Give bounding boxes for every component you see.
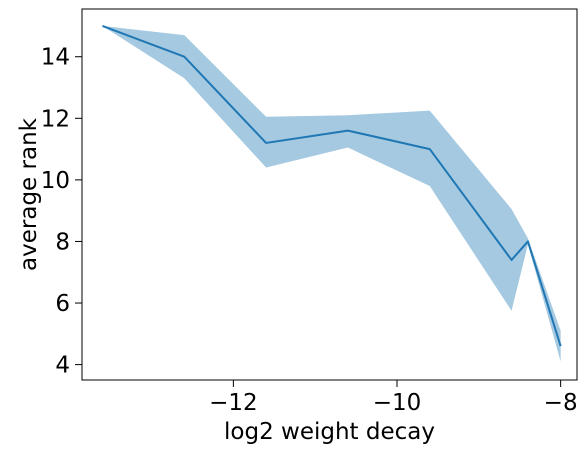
x-tick-label: −8 — [544, 390, 578, 416]
confidence-band — [102, 25, 561, 362]
y-axis-label: average rank — [16, 117, 42, 271]
axes-frame — [81, 8, 578, 381]
y-tick-label: 4 — [55, 353, 70, 379]
y-tick-label: 12 — [41, 106, 70, 132]
y-tick-label: 10 — [41, 168, 70, 194]
series-line — [102, 24, 562, 347]
y-tick-label: 8 — [55, 229, 70, 255]
plot-layer — [102, 24, 562, 362]
x-tick-label: −10 — [373, 390, 422, 416]
x-tick-label: −12 — [209, 390, 258, 416]
y-tick-label: 6 — [55, 291, 70, 317]
y-tick-label: 14 — [41, 45, 70, 71]
ticks-layer: −12 −10 −8 4 6 8 10 12 14 — [41, 45, 578, 416]
x-axis-label: log2 weight decay — [224, 419, 435, 445]
